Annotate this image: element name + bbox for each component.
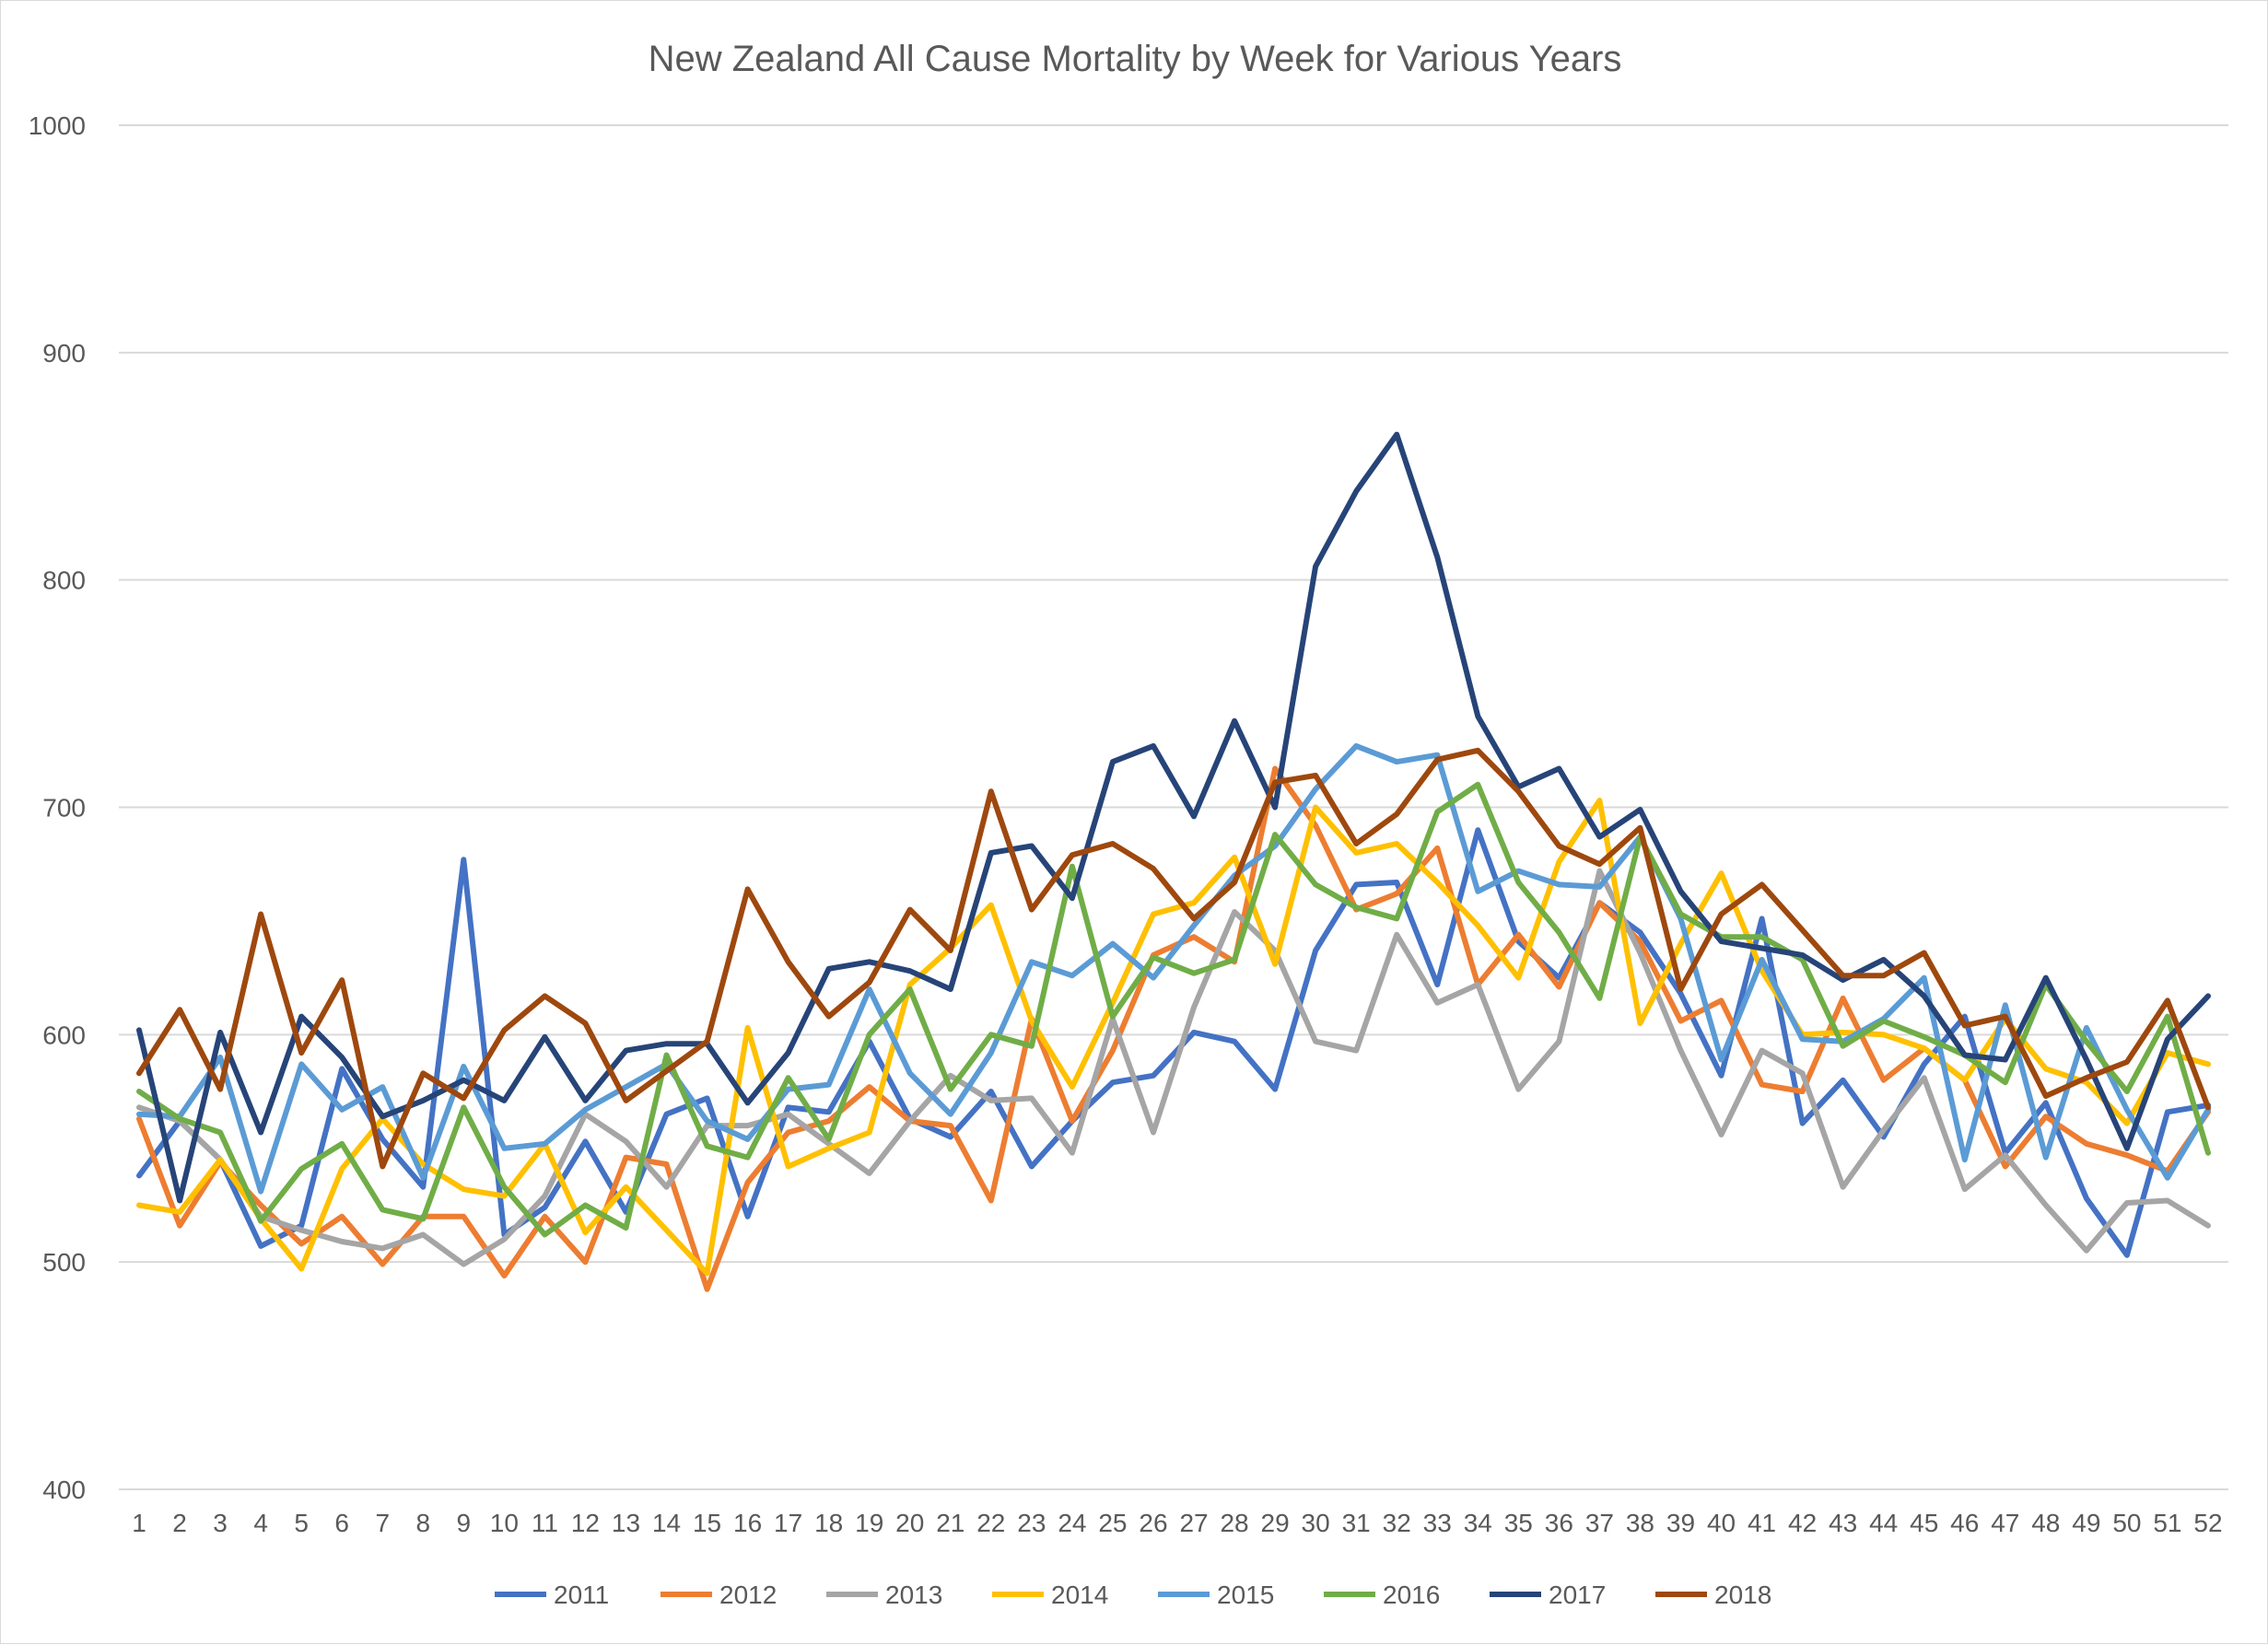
x-tick-label: 44 — [1869, 1509, 1898, 1537]
x-tick-label: 38 — [1626, 1509, 1654, 1537]
y-tick-label: 600 — [42, 1021, 86, 1049]
x-tick-label: 36 — [1545, 1509, 1573, 1537]
chart-title: New Zealand All Cause Mortality by Week … — [649, 39, 1622, 79]
x-tick-label: 12 — [571, 1509, 600, 1537]
x-tick-label: 32 — [1383, 1509, 1411, 1537]
x-tick-label: 2 — [172, 1509, 187, 1537]
legend-label: 2015 — [1217, 1581, 1274, 1609]
x-tick-label: 39 — [1666, 1509, 1695, 1537]
legend-item-2016: 2016 — [1324, 1581, 1440, 1609]
x-tick-label: 31 — [1342, 1509, 1371, 1537]
x-tick-label: 26 — [1139, 1509, 1167, 1537]
series-line-2013 — [136, 868, 2211, 1267]
y-tick-label: 500 — [42, 1248, 86, 1277]
x-tick-label: 25 — [1098, 1509, 1127, 1537]
x-tick-label: 16 — [733, 1509, 762, 1537]
legend-label: 2012 — [719, 1581, 777, 1609]
series-line-2018 — [136, 747, 2211, 1170]
x-tick-label: 35 — [1504, 1509, 1533, 1537]
y-tick-label: 700 — [42, 794, 86, 822]
gridlines — [119, 124, 2228, 1490]
x-tick-label: 29 — [1261, 1509, 1290, 1537]
x-tick-label: 41 — [1748, 1509, 1776, 1537]
series-line-2015 — [136, 742, 2211, 1195]
y-tick-label: 400 — [42, 1476, 86, 1504]
x-tick-label: 50 — [2112, 1509, 2141, 1537]
x-tick-label: 48 — [2031, 1509, 2060, 1537]
x-tick-label: 21 — [936, 1509, 964, 1537]
x-tick-label: 30 — [1302, 1509, 1330, 1537]
x-tick-label: 13 — [612, 1509, 640, 1537]
legend-label: 2016 — [1383, 1581, 1440, 1609]
x-tick-label: 19 — [855, 1509, 883, 1537]
y-tick-label: 800 — [42, 566, 86, 595]
x-tick-label: 52 — [2193, 1509, 2222, 1537]
series-line-2014 — [136, 798, 2211, 1277]
series-line-2012 — [136, 765, 2211, 1292]
x-tick-label: 23 — [1017, 1509, 1046, 1537]
legend-label: 2014 — [1051, 1581, 1108, 1609]
x-tick-label: 34 — [1464, 1509, 1492, 1537]
x-tick-label: 17 — [774, 1509, 802, 1537]
legend-item-2011: 2011 — [495, 1581, 609, 1609]
x-tick-label: 45 — [1910, 1509, 1938, 1537]
x-tick-label: 51 — [2153, 1509, 2181, 1537]
x-tick-label: 9 — [457, 1509, 472, 1537]
legend-item-2018: 2018 — [1655, 1581, 1771, 1609]
x-tick-label: 43 — [1829, 1509, 1857, 1537]
legend-item-2014: 2014 — [992, 1581, 1108, 1609]
x-tick-label: 42 — [1788, 1509, 1817, 1537]
x-tick-label: 7 — [375, 1509, 390, 1537]
x-tick-label: 15 — [693, 1509, 721, 1537]
y-axis: 400 500 600 700 800 900 1000 — [29, 111, 86, 1504]
x-tick-label: 22 — [976, 1509, 1005, 1537]
legend-item-2012: 2012 — [661, 1581, 777, 1609]
x-tick-label: 46 — [1950, 1509, 1979, 1537]
x-tick-label: 28 — [1220, 1509, 1248, 1537]
x-tick-label: 5 — [294, 1509, 309, 1537]
x-tick-label: 49 — [2072, 1509, 2100, 1537]
series-line-2011 — [136, 827, 2211, 1258]
legend-label: 2018 — [1714, 1581, 1771, 1609]
x-tick-label: 8 — [415, 1509, 430, 1537]
legend-item-2015: 2015 — [1158, 1581, 1274, 1609]
x-tick-label: 27 — [1179, 1509, 1208, 1537]
x-tick-label: 33 — [1423, 1509, 1452, 1537]
x-tick-label: 4 — [253, 1509, 268, 1537]
x-tick-label: 18 — [814, 1509, 843, 1537]
legend: 2011 2012 2013 2014 2015 2016 2017 2018 — [495, 1581, 1771, 1609]
legend-item-2017: 2017 — [1490, 1581, 1606, 1609]
series-line-2016 — [136, 781, 2211, 1238]
x-tick-label: 11 — [532, 1509, 558, 1537]
series-lines — [136, 431, 2211, 1292]
y-tick-label: 900 — [42, 339, 86, 368]
series-line-2017 — [136, 431, 2211, 1204]
x-tick-label: 20 — [895, 1509, 924, 1537]
y-tick-label: 1000 — [29, 111, 86, 140]
x-tick-label: 1 — [132, 1509, 146, 1537]
legend-label: 2013 — [885, 1581, 942, 1609]
legend-item-2013: 2013 — [826, 1581, 942, 1609]
legend-label: 2011 — [554, 1581, 609, 1609]
x-tick-label: 6 — [334, 1509, 349, 1537]
x-axis: 1 2 3 4 5 6 7 8 9 10 11 12 13 14 15 16 17 18 19 20 21 22 23 24 2… — [132, 1509, 2222, 1537]
x-tick-label: 40 — [1707, 1509, 1736, 1537]
x-tick-label: 10 — [490, 1509, 519, 1537]
x-tick-label: 47 — [1991, 1509, 2019, 1537]
legend-label: 2017 — [1549, 1581, 1606, 1609]
x-tick-label: 14 — [652, 1509, 681, 1537]
x-tick-label: 24 — [1058, 1509, 1086, 1537]
x-tick-label: 3 — [213, 1509, 228, 1537]
x-tick-label: 37 — [1585, 1509, 1614, 1537]
